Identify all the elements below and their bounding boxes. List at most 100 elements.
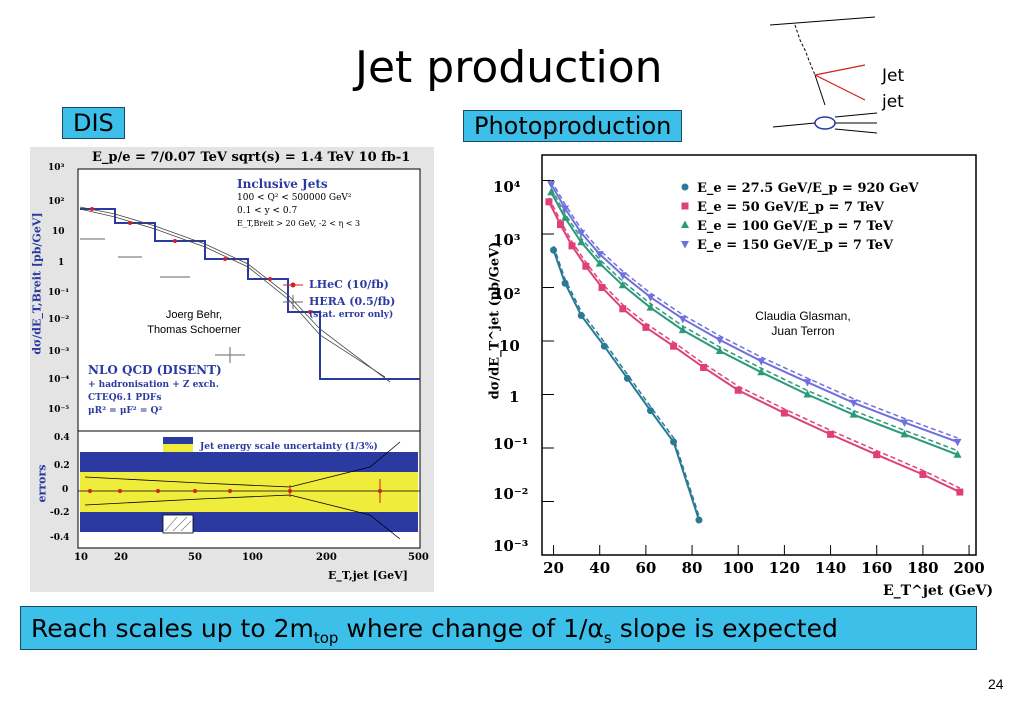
- inclusive-jets-title: Inclusive Jets: [237, 177, 328, 191]
- pp-data-point: [695, 516, 703, 524]
- pp-y-tick: 10: [499, 337, 520, 355]
- pp-x-tick: 60: [635, 559, 657, 577]
- pp-data-point: [595, 259, 604, 267]
- pp-data-point: [561, 213, 570, 221]
- pp-legend-marker: [681, 241, 689, 249]
- feynman-jet-label-2: jet: [882, 92, 904, 112]
- nlo-line: μR² = μF² = Q²: [88, 406, 163, 416]
- pp-data-point: [953, 450, 962, 458]
- pp-data-point: [956, 488, 964, 496]
- pp-data-point: [600, 342, 608, 350]
- jes-inner-band: [80, 472, 418, 512]
- pp-legend-marker: [681, 220, 689, 228]
- dis-x-tick: 20: [114, 552, 128, 563]
- dis-y-axis-label: dσ/dE_T,Breit [pb/GeV]: [30, 212, 44, 355]
- conclusion-text-2: where change of 1/α: [338, 614, 604, 643]
- pp-y-tick: 1: [509, 388, 520, 406]
- dis-x-tick: 200: [316, 552, 337, 563]
- pp-x-axis-label: E_T^jet (GeV): [883, 583, 994, 599]
- pp-x-tick: 160: [861, 559, 893, 577]
- conclusion-sub-top: top: [313, 629, 339, 647]
- dis-author-line-1: Joerg Behr,: [165, 309, 223, 321]
- dis-x-tick: 50: [188, 552, 202, 563]
- pp-data-point: [647, 407, 654, 415]
- pp-data-point: [803, 379, 812, 387]
- pp-author-line-1: Claudia Glasman,: [755, 309, 851, 323]
- conclusion-sub-s: s: [603, 629, 612, 647]
- pp-data-point: [670, 342, 678, 350]
- legend-lhec: LHeC (10/fb): [309, 278, 389, 291]
- dis-y-tick: 10⁻¹: [48, 288, 70, 298]
- pp-legend-label: E_e = 150 GeV/E_p = 7 TeV: [697, 238, 894, 253]
- dis-lower-y-tick: -0.2: [50, 508, 70, 518]
- pp-legend-label: E_e = 27.5 GeV/E_p = 920 GeV: [697, 181, 919, 196]
- pp-author-line-2: Juan Terron: [771, 324, 835, 338]
- pp-data-point: [700, 363, 708, 371]
- pp-data-point: [561, 279, 569, 287]
- pp-y-tick: 10⁴: [493, 178, 521, 196]
- pp-x-tick: 200: [953, 559, 985, 577]
- dis-plot-svg: [77, 168, 421, 549]
- pp-x-tick: 140: [814, 559, 847, 577]
- pp-data-point: [919, 470, 927, 478]
- pp-y-tick: 10²: [493, 285, 521, 303]
- jes-legend: Jet energy scale uncertainty (1/3%): [200, 442, 378, 452]
- pp-legend-marker: [681, 183, 689, 191]
- pp-data-point: [550, 246, 558, 254]
- pp-data-point: [849, 410, 858, 418]
- pp-data-point: [873, 451, 881, 459]
- dis-x-tick: 100: [242, 552, 263, 563]
- pp-data-point: [900, 429, 909, 438]
- pp-data-point: [734, 386, 742, 394]
- dis-lower-y-tick: 0.4: [54, 433, 70, 443]
- pp-data-point: [715, 346, 724, 355]
- dis-plot: E_p/e = 7/0.07 TeV sqrt(s) = 1.4 TeV 10 …: [30, 147, 434, 592]
- pp-data-point: [646, 303, 655, 311]
- photoproduction-label: Photoproduction: [463, 110, 683, 142]
- nlo-title: NLO QCD (DISENT): [88, 363, 222, 377]
- pp-data-point: [642, 323, 650, 331]
- conclusion-text-1: Reach scales up to 2m: [31, 614, 314, 643]
- pp-y-tick: 10⁻²: [493, 485, 529, 503]
- pp-x-tick: 120: [768, 559, 801, 577]
- pp-data-point: [803, 390, 812, 398]
- pp-legend-marker: [681, 202, 689, 210]
- dis-y-tick: 10³: [48, 163, 65, 173]
- pp-data-point: [595, 251, 604, 259]
- feynman-diagram: [769, 16, 878, 134]
- pp-data-point: [757, 367, 766, 376]
- dis-plot-header: E_p/e = 7/0.07 TeV sqrt(s) = 1.4 TeV 10 …: [92, 150, 411, 165]
- legend-hera: HERA (0.5/fb): [309, 295, 396, 308]
- conclusion-bar: Reach scales up to 2mtop where change of…: [20, 606, 977, 650]
- pp-x-tick: 180: [907, 559, 939, 577]
- pp-data-point: [827, 430, 835, 438]
- dis-y-tick: 10⁻²: [48, 315, 70, 325]
- cut-line: E_T,Breit > 20 GeV, -2 < η < 3: [237, 219, 361, 228]
- pp-series-line-0: [552, 249, 700, 521]
- photoproduction-plot: E_e = 27.5 GeV/E_p = 920 GeV E_e = 50 GeV…: [463, 143, 993, 605]
- pp-data-point: [547, 187, 556, 196]
- feynman-jet-label-1: Jet: [882, 66, 905, 86]
- dis-x-tick: 10: [74, 552, 88, 563]
- nlo-line: + hadronisation + Z exch.: [88, 380, 219, 390]
- dis-y-tick: 1: [58, 258, 65, 268]
- pp-data-point: [618, 272, 627, 280]
- pp-data-point: [678, 325, 687, 334]
- cut-line: 100 < Q² < 500000 GeV²: [237, 193, 352, 203]
- pp-series-dashed-line-1: [548, 197, 961, 489]
- pp-data-point: [646, 294, 655, 302]
- pp-data-point: [618, 280, 627, 289]
- dis-y-tick: 10⁻⁵: [48, 405, 70, 415]
- dis-x-tick: 500: [408, 552, 429, 563]
- pp-data-point: [900, 419, 909, 427]
- pp-data-point: [556, 221, 564, 229]
- pp-data-point: [678, 315, 687, 324]
- page-number: 24: [988, 676, 1004, 692]
- pp-data-point: [715, 336, 724, 345]
- pp-y-tick: 10⁻³: [493, 537, 529, 555]
- pp-data-point: [568, 242, 576, 250]
- nlo-line: CTEQ6.1 PDFs: [88, 393, 162, 403]
- pp-y-axis-label: dσ/dE_T^jet (pb/GeV): [487, 241, 503, 400]
- conclusion-text-3: slope is expected: [611, 614, 838, 643]
- pp-data-point: [619, 305, 627, 313]
